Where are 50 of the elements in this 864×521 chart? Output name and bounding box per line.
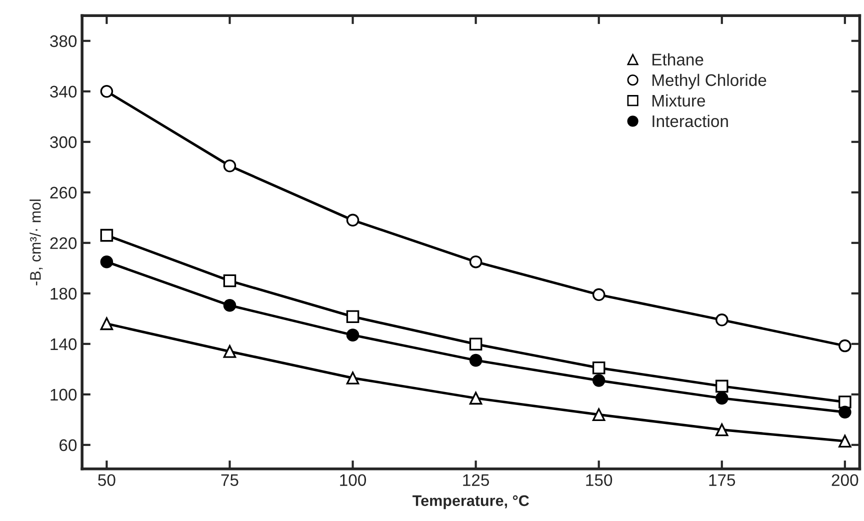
point xyxy=(100,84,114,98)
point xyxy=(592,288,606,302)
x-tick-label: 150 xyxy=(586,474,612,486)
point xyxy=(838,396,852,408)
x-tick-label: 50 xyxy=(98,474,116,486)
point xyxy=(715,392,728,405)
point xyxy=(838,406,852,418)
point xyxy=(346,372,360,384)
x-tick-label: 125 xyxy=(463,474,490,486)
point xyxy=(469,354,482,367)
y-tick-label: 180 xyxy=(50,288,77,300)
point xyxy=(223,159,236,172)
y-tick-label: 380 xyxy=(50,35,77,48)
y-tick-label: 60 xyxy=(60,439,77,452)
point xyxy=(100,228,114,242)
point xyxy=(715,423,728,436)
point xyxy=(346,310,360,324)
x-tick-label: 75 xyxy=(221,474,238,486)
point xyxy=(838,339,852,352)
point xyxy=(469,392,482,405)
point xyxy=(469,255,482,268)
point xyxy=(715,380,728,393)
point xyxy=(592,408,606,421)
point xyxy=(223,345,236,358)
y-axis-title: -B, cm³/· mol xyxy=(30,200,43,286)
legend-label: Mixture xyxy=(652,94,706,107)
point xyxy=(592,362,606,374)
point xyxy=(100,255,114,268)
y-tick-label: 300 xyxy=(50,136,77,148)
point xyxy=(100,317,114,330)
x-tick-label: 175 xyxy=(709,474,736,486)
x-axis-title: Temperature, °C xyxy=(412,495,529,510)
point xyxy=(592,374,606,387)
y-tick-label: 340 xyxy=(50,86,77,98)
y-tick-label: 260 xyxy=(50,186,77,199)
point xyxy=(346,214,360,227)
point xyxy=(346,328,360,342)
y-tick-label: 100 xyxy=(50,388,77,401)
x-tick-label: 100 xyxy=(340,474,366,486)
y-tick-label: 220 xyxy=(50,237,77,250)
point xyxy=(838,434,852,448)
point xyxy=(223,274,236,288)
legend-label: Interaction xyxy=(652,114,728,128)
x-tick-label: 200 xyxy=(832,474,858,486)
legend-label: Ethane xyxy=(652,53,704,66)
point xyxy=(715,314,728,326)
point xyxy=(223,299,236,312)
legend-label: Methyl Chloride xyxy=(652,74,766,90)
point xyxy=(469,338,482,351)
y-tick-label: 140 xyxy=(50,338,77,350)
